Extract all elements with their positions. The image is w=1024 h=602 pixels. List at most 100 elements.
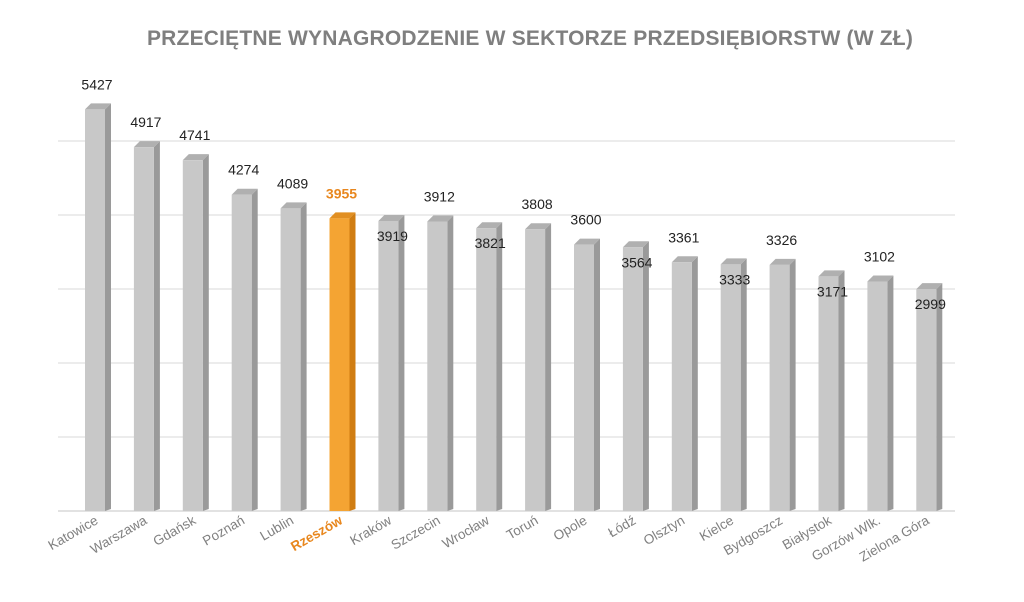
bar-front	[476, 228, 497, 511]
bar-top	[85, 103, 111, 110]
bar-front	[574, 244, 594, 511]
bar-side	[153, 141, 160, 511]
bar-5	[329, 212, 356, 511]
bar-top	[769, 258, 796, 265]
bar-front	[525, 229, 546, 511]
category-label: Rzeszów	[288, 512, 345, 554]
bar-16	[867, 275, 894, 511]
bar-1	[133, 141, 160, 511]
data-label: 4274	[228, 162, 259, 178]
bar-3	[231, 188, 258, 511]
bar-top	[231, 188, 258, 195]
data-label: 3333	[719, 271, 750, 287]
bar-12	[671, 256, 698, 511]
bar-front	[231, 194, 252, 511]
bar-15	[818, 270, 845, 511]
data-labels: 5427 4917 4741 4274 4089 3955 3919 3912 3821 3808…	[81, 76, 946, 312]
bar-front	[182, 160, 203, 511]
bar-side	[398, 214, 405, 511]
bar-11	[622, 241, 649, 511]
category-label: Łódź	[606, 512, 639, 540]
gridlines	[58, 140, 955, 512]
data-label: 3361	[668, 229, 699, 245]
bar-front	[867, 281, 888, 511]
bar-side	[496, 222, 503, 511]
data-label: 3919	[377, 228, 408, 244]
bar-front	[378, 220, 399, 511]
bar-front	[769, 264, 790, 511]
bar-13	[720, 258, 747, 511]
bar-front	[427, 221, 448, 511]
bar-top	[622, 241, 649, 248]
data-label: 4917	[130, 114, 161, 130]
chart-title: PRZECIĘTNE WYNAGRODZENIE W SEKTORZE PRZE…	[146, 27, 914, 50]
bar-side	[642, 241, 649, 511]
bar-top	[280, 202, 307, 209]
bar-side	[789, 258, 796, 511]
bar-side	[740, 258, 747, 511]
category-label: Poznań	[200, 513, 247, 549]
bar-side	[300, 202, 307, 511]
category-label: Opole	[551, 513, 590, 544]
bar-side	[936, 283, 943, 511]
bar-top	[916, 283, 943, 290]
data-label: 3600	[570, 212, 601, 228]
bar-front	[818, 276, 839, 511]
data-label: 2999	[915, 296, 946, 312]
bar-top	[476, 222, 503, 229]
bar-10	[574, 238, 600, 511]
bar-front	[720, 264, 741, 511]
data-label: 3102	[864, 248, 895, 264]
bar-2	[182, 154, 209, 511]
bar-front	[916, 289, 937, 511]
bar-side	[887, 275, 894, 511]
category-label: Gdańsk	[151, 512, 199, 548]
bar-side	[105, 103, 111, 511]
data-label: 3821	[475, 235, 506, 251]
data-label: 3564	[621, 254, 652, 270]
bar-4	[280, 202, 307, 511]
category-label: Toruń	[504, 513, 541, 543]
bar-0	[85, 103, 111, 511]
bar-top	[525, 223, 552, 230]
bar-front	[671, 262, 692, 511]
bar-top	[427, 215, 454, 222]
bar-front	[622, 247, 643, 511]
bar-top	[720, 258, 747, 265]
bar-9	[525, 223, 552, 511]
bar-side	[349, 212, 356, 511]
bar-side	[838, 270, 845, 511]
category-label: Wrocław	[440, 512, 492, 551]
category-label: Kraków	[347, 512, 394, 548]
data-label: 3955	[326, 185, 357, 201]
bar-top	[329, 212, 356, 219]
bar-top	[378, 214, 405, 221]
bar-top	[818, 270, 845, 277]
data-label: 4089	[277, 175, 308, 191]
bar-8	[476, 222, 503, 511]
bar-side	[447, 215, 454, 511]
data-label: 3171	[817, 283, 848, 299]
data-label: 4741	[179, 127, 210, 143]
category-label: Szczecin	[389, 513, 443, 553]
bar-front	[85, 109, 105, 511]
category-label: Olsztyn	[641, 513, 687, 548]
bar-17	[916, 283, 943, 511]
category-label: Warszawa	[88, 512, 150, 556]
data-label: 3326	[766, 232, 797, 248]
bar-front	[280, 208, 301, 511]
bar-top	[671, 256, 698, 263]
bar-top	[574, 238, 600, 245]
bar-top	[182, 154, 209, 161]
bar-side	[202, 154, 209, 511]
bar-front	[133, 147, 154, 511]
bar-6	[378, 214, 405, 511]
bar-side	[545, 223, 552, 511]
data-label: 5427	[81, 76, 112, 92]
bar-side	[594, 238, 600, 511]
data-label: 3912	[424, 189, 455, 205]
bars	[85, 103, 943, 511]
bar-top	[133, 141, 160, 148]
